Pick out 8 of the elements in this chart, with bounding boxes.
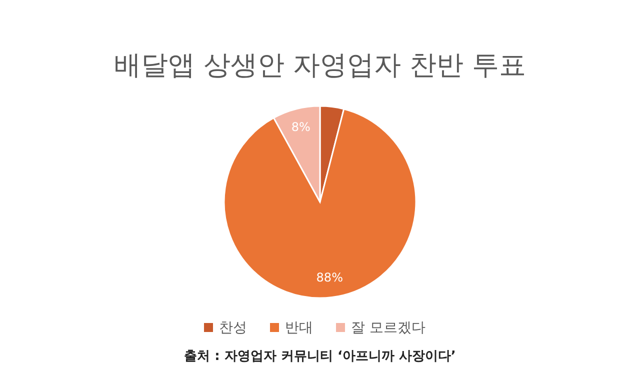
legend-label: 찬성 bbox=[219, 320, 247, 336]
data-label: 88% bbox=[316, 270, 343, 284]
pie-slice bbox=[223, 108, 417, 299]
legend-label: 반대 bbox=[285, 320, 313, 336]
source-note: 출처 : 자영업자 커뮤니티 ‘아프니까 사장이다’ bbox=[184, 349, 456, 364]
chart-title: 배달앱 상생안 자영업자 찬반 투표 bbox=[114, 50, 526, 81]
data-label: 8% bbox=[291, 120, 310, 134]
legend-label: 잘 모르겠다 bbox=[351, 320, 426, 336]
